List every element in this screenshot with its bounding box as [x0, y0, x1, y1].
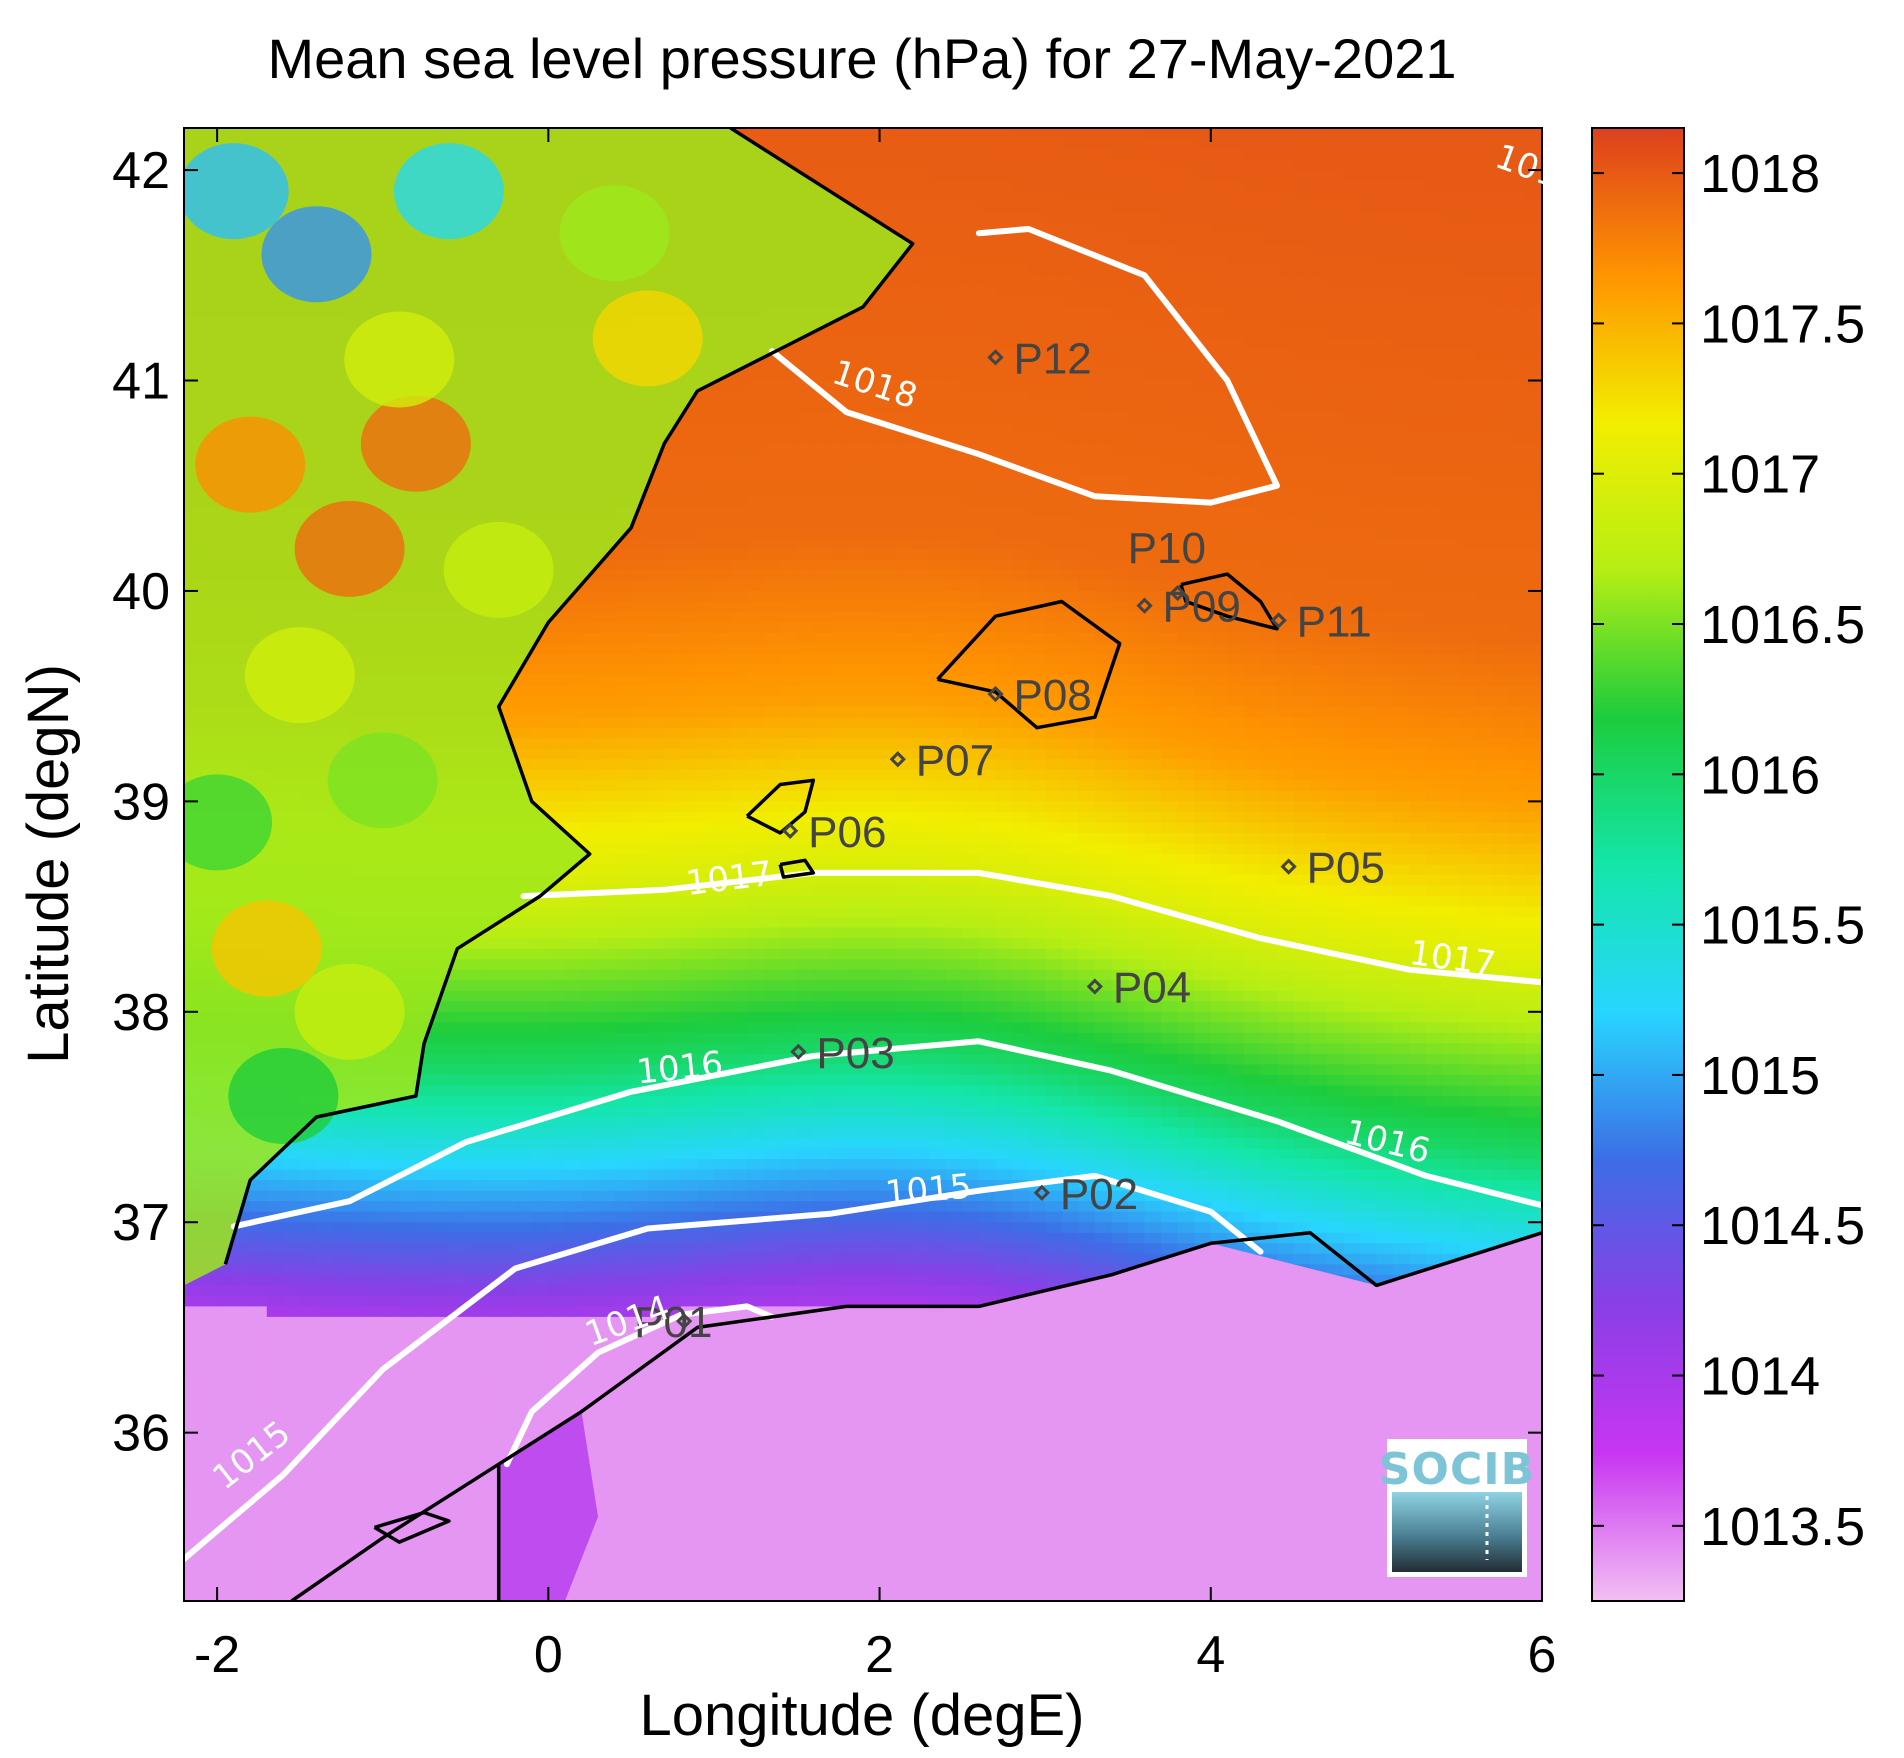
y-tick-label: 36: [112, 1405, 170, 1463]
colorbar-ramp: [1591, 127, 1685, 1602]
y-tick-label: 41: [112, 353, 170, 411]
station-label: P06: [808, 808, 886, 857]
x-tick-label: 4: [1196, 1626, 1225, 1684]
x-tick-label: 2: [865, 1626, 894, 1684]
isobar-1017: [520, 869, 1542, 986]
y-tick-label: 39: [112, 773, 170, 831]
station-label: P02: [1060, 1170, 1138, 1219]
x-axis-label: Longitude (degE): [640, 1683, 1085, 1748]
station-marker: [987, 349, 1004, 366]
y-tick-label: 40: [112, 563, 170, 621]
y-axis: 36 37 38 39 40 41 42: [112, 142, 1542, 1463]
isobar-label: 1016: [635, 1044, 725, 1093]
socib-logo-text: SOCIB: [1379, 1444, 1535, 1495]
station-label: P01: [634, 1298, 712, 1347]
station-label: P11: [1297, 597, 1372, 646]
y-tick-label: 42: [112, 142, 170, 200]
station-marker: [1270, 612, 1287, 629]
colorbar: 1013.5 1014 1014.5 1015 1015.5 1016 1016.5 1017…: [1591, 127, 1865, 1602]
station-label: P08: [1013, 671, 1091, 720]
station-marker: [1169, 584, 1186, 602]
isobar-1014: [503, 1303, 775, 1468]
station-label: P07: [916, 736, 994, 785]
station-label: P04: [1113, 964, 1191, 1013]
socib-logo: SOCIB: [1379, 1439, 1535, 1577]
plot-frame: [183, 127, 1543, 1602]
x-axis: -2 0 2 4 6: [194, 128, 1556, 1684]
station-label: P03: [816, 1029, 894, 1078]
station-marker: [987, 685, 1004, 703]
colorbar-tick-label: 1018: [1700, 144, 1820, 204]
station-marker: [1280, 858, 1297, 875]
colorbar-tick-label: 1015: [1700, 1046, 1820, 1106]
colorbar-ticks: 1013.5 1014 1014.5 1015 1015.5 1016 1016.5 1017…: [1592, 144, 1865, 1557]
station-marker: [790, 1043, 807, 1060]
station-marker: [1136, 597, 1153, 614]
colorbar-tick-label: 1017.5: [1700, 294, 1865, 354]
station-label: P10: [1128, 524, 1206, 573]
colorbar-tick-label: 1013.5: [1700, 1497, 1865, 1557]
x-tick-label: 0: [534, 1626, 563, 1684]
colorbar-tick-label: 1015.5: [1700, 896, 1865, 956]
colorbar-tick-label: 1016: [1700, 745, 1820, 805]
isobar-1018: [768, 226, 1280, 506]
colorbar-tick-label: 1017: [1700, 445, 1820, 505]
station-label: P05: [1307, 844, 1385, 893]
station-marker: [1086, 978, 1103, 995]
isobar-contours: [184, 226, 1542, 1562]
land-pressure-field: [184, 128, 1542, 1601]
station-marker: [782, 822, 799, 839]
x-tick-label: -2: [194, 1626, 240, 1684]
station-marker: [676, 1313, 693, 1330]
y-tick-label: 38: [112, 984, 170, 1042]
chart-title: Mean sea level pressure (hPa) for 27-May…: [267, 27, 1456, 90]
y-tick-label: 37: [112, 1194, 170, 1252]
coastline: [223, 128, 1542, 1601]
isobar-1016: [230, 1038, 1542, 1230]
colorbar-tick-label: 1014.5: [1700, 1196, 1865, 1256]
isobar-label: 1015: [883, 1167, 973, 1214]
isobar-1015: [184, 1172, 1264, 1562]
x-tick-label: 6: [1528, 1626, 1557, 1684]
colorbar-tick-label: 1014: [1700, 1347, 1820, 1407]
y-axis-label: Latitude (degN): [16, 664, 81, 1064]
station-marker: [1033, 1184, 1050, 1201]
station-marker: [889, 751, 906, 768]
colorbar-tick-label: 1016.5: [1700, 595, 1865, 655]
station-label: P12: [1013, 334, 1091, 383]
